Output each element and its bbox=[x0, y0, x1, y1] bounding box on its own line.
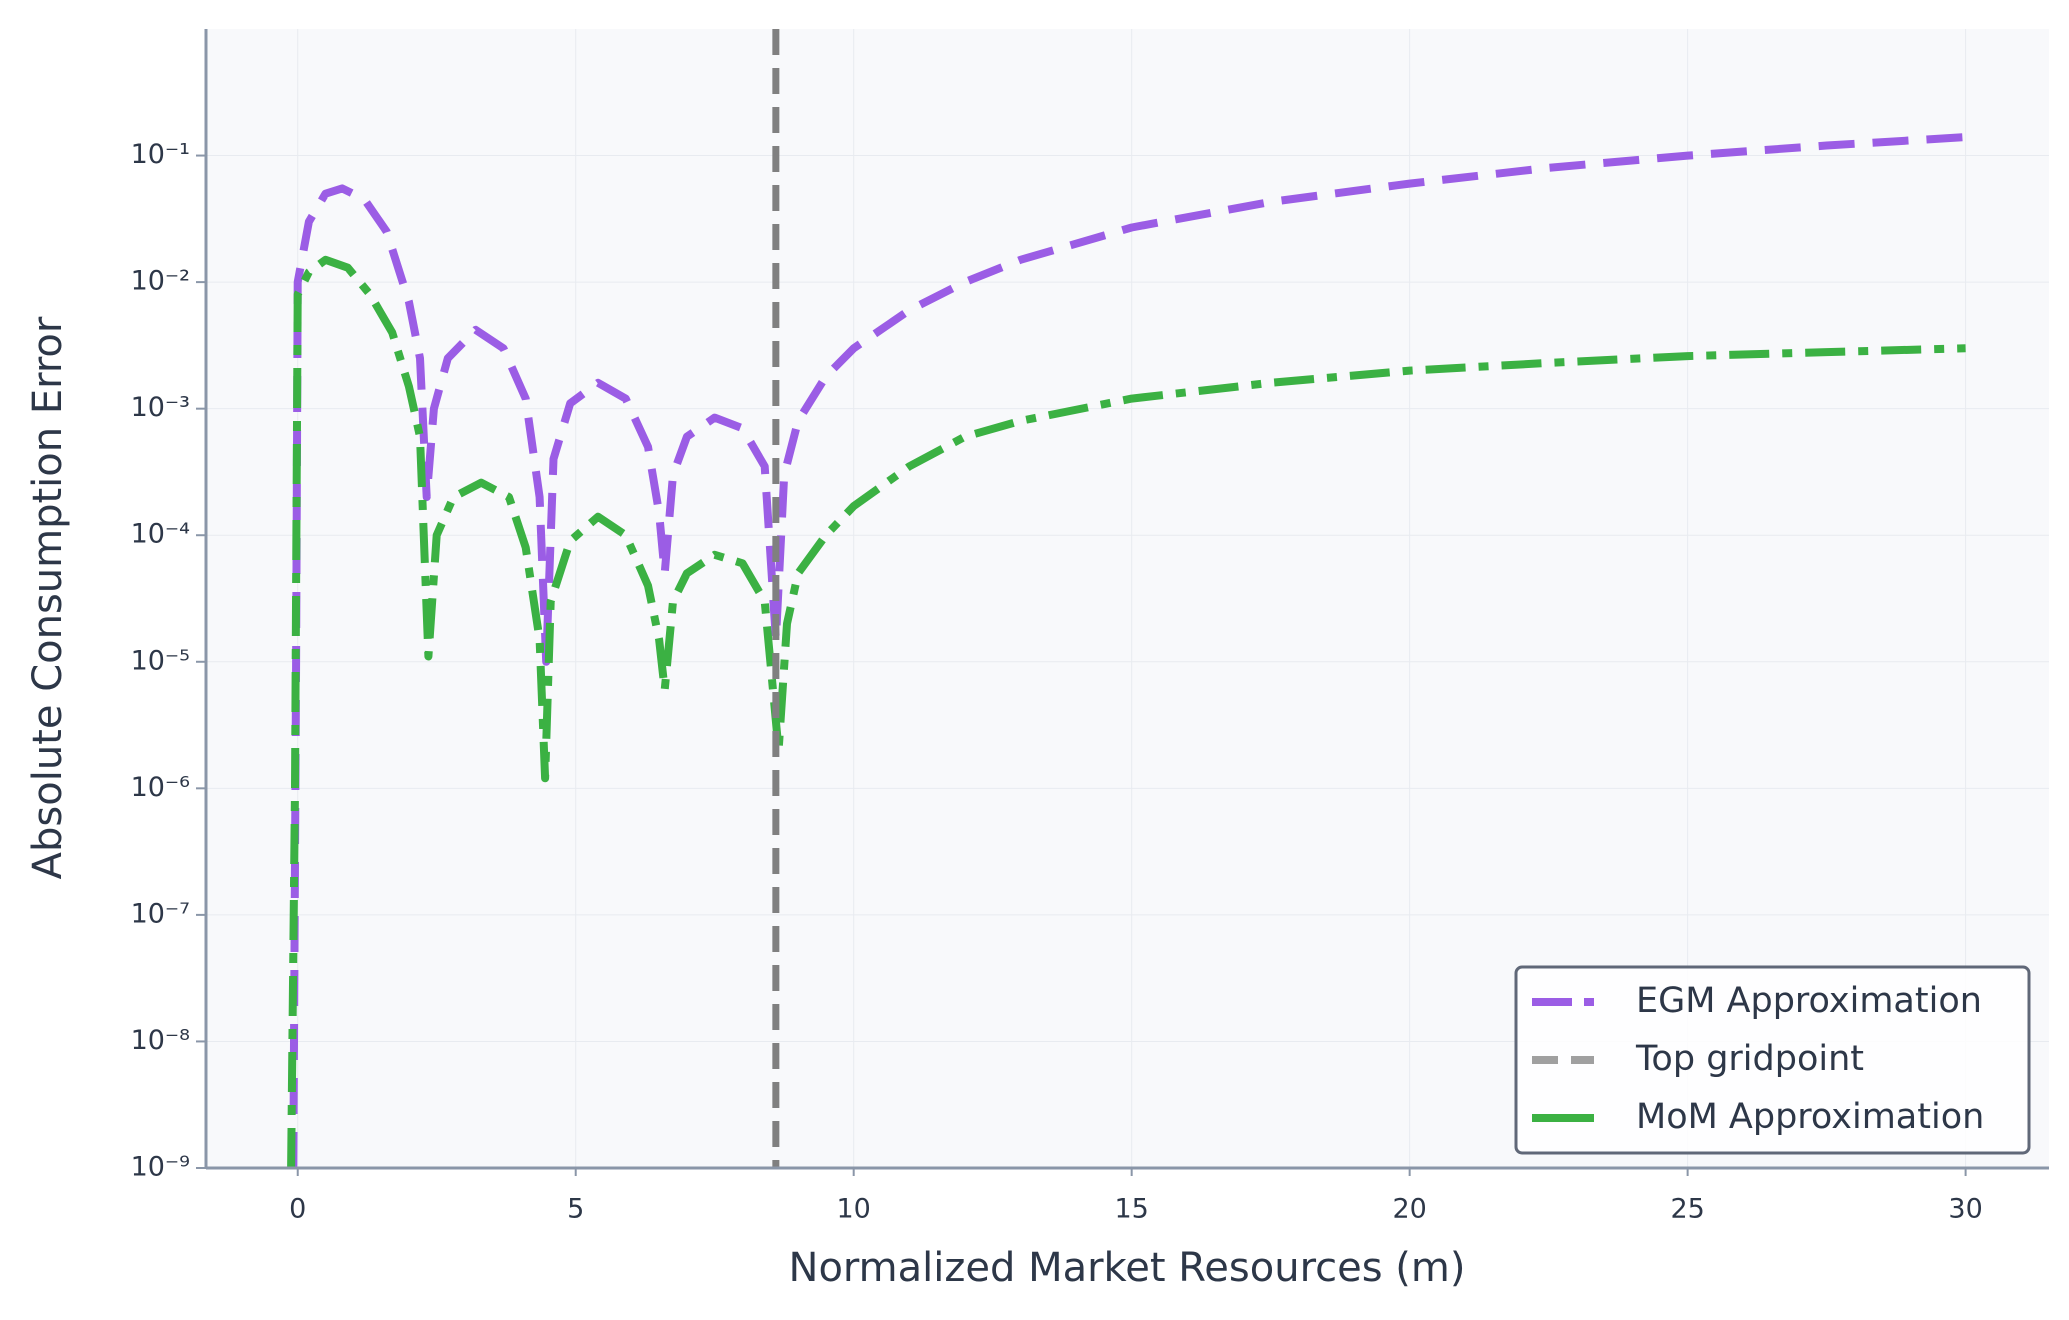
y-tick-label: 10⁻⁴ bbox=[131, 519, 190, 550]
x-tick-label: 25 bbox=[1670, 1194, 1704, 1225]
y-axis-label: Absolute Consumption Error bbox=[25, 316, 71, 879]
x-tick-label: 10 bbox=[837, 1194, 871, 1225]
legend-label: MoM Approximation bbox=[1636, 1097, 1984, 1137]
y-tick-label: 10⁻⁵ bbox=[131, 645, 190, 676]
x-tick-label: 0 bbox=[289, 1194, 306, 1225]
x-tick-label: 30 bbox=[1948, 1194, 1982, 1225]
y-tick-label: 10⁻⁶ bbox=[131, 772, 190, 803]
data-line bbox=[289, 133, 1966, 1168]
x-tick-label: 20 bbox=[1392, 1194, 1426, 1225]
y-tick-label: 10⁻³ bbox=[131, 392, 190, 423]
data-line bbox=[287, 255, 1966, 1168]
legend-box bbox=[1514, 965, 2031, 1155]
legend-label: EGM Approximation bbox=[1636, 981, 1982, 1021]
y-tick-label: 10⁻⁷ bbox=[131, 898, 190, 929]
y-tick-label: 10⁻¹ bbox=[131, 139, 190, 170]
legend-label: Top gridpoint bbox=[1635, 1039, 1864, 1079]
y-tick-label: 10⁻⁹ bbox=[131, 1152, 190, 1183]
x-tick-label: 5 bbox=[567, 1194, 584, 1225]
x-axis-label: Normalized Market Resources (m) bbox=[789, 1245, 1466, 1291]
y-tick-label: 10⁻² bbox=[131, 266, 190, 297]
y-tick-label: 10⁻⁸ bbox=[131, 1025, 190, 1056]
x-tick-label: 15 bbox=[1114, 1194, 1148, 1225]
